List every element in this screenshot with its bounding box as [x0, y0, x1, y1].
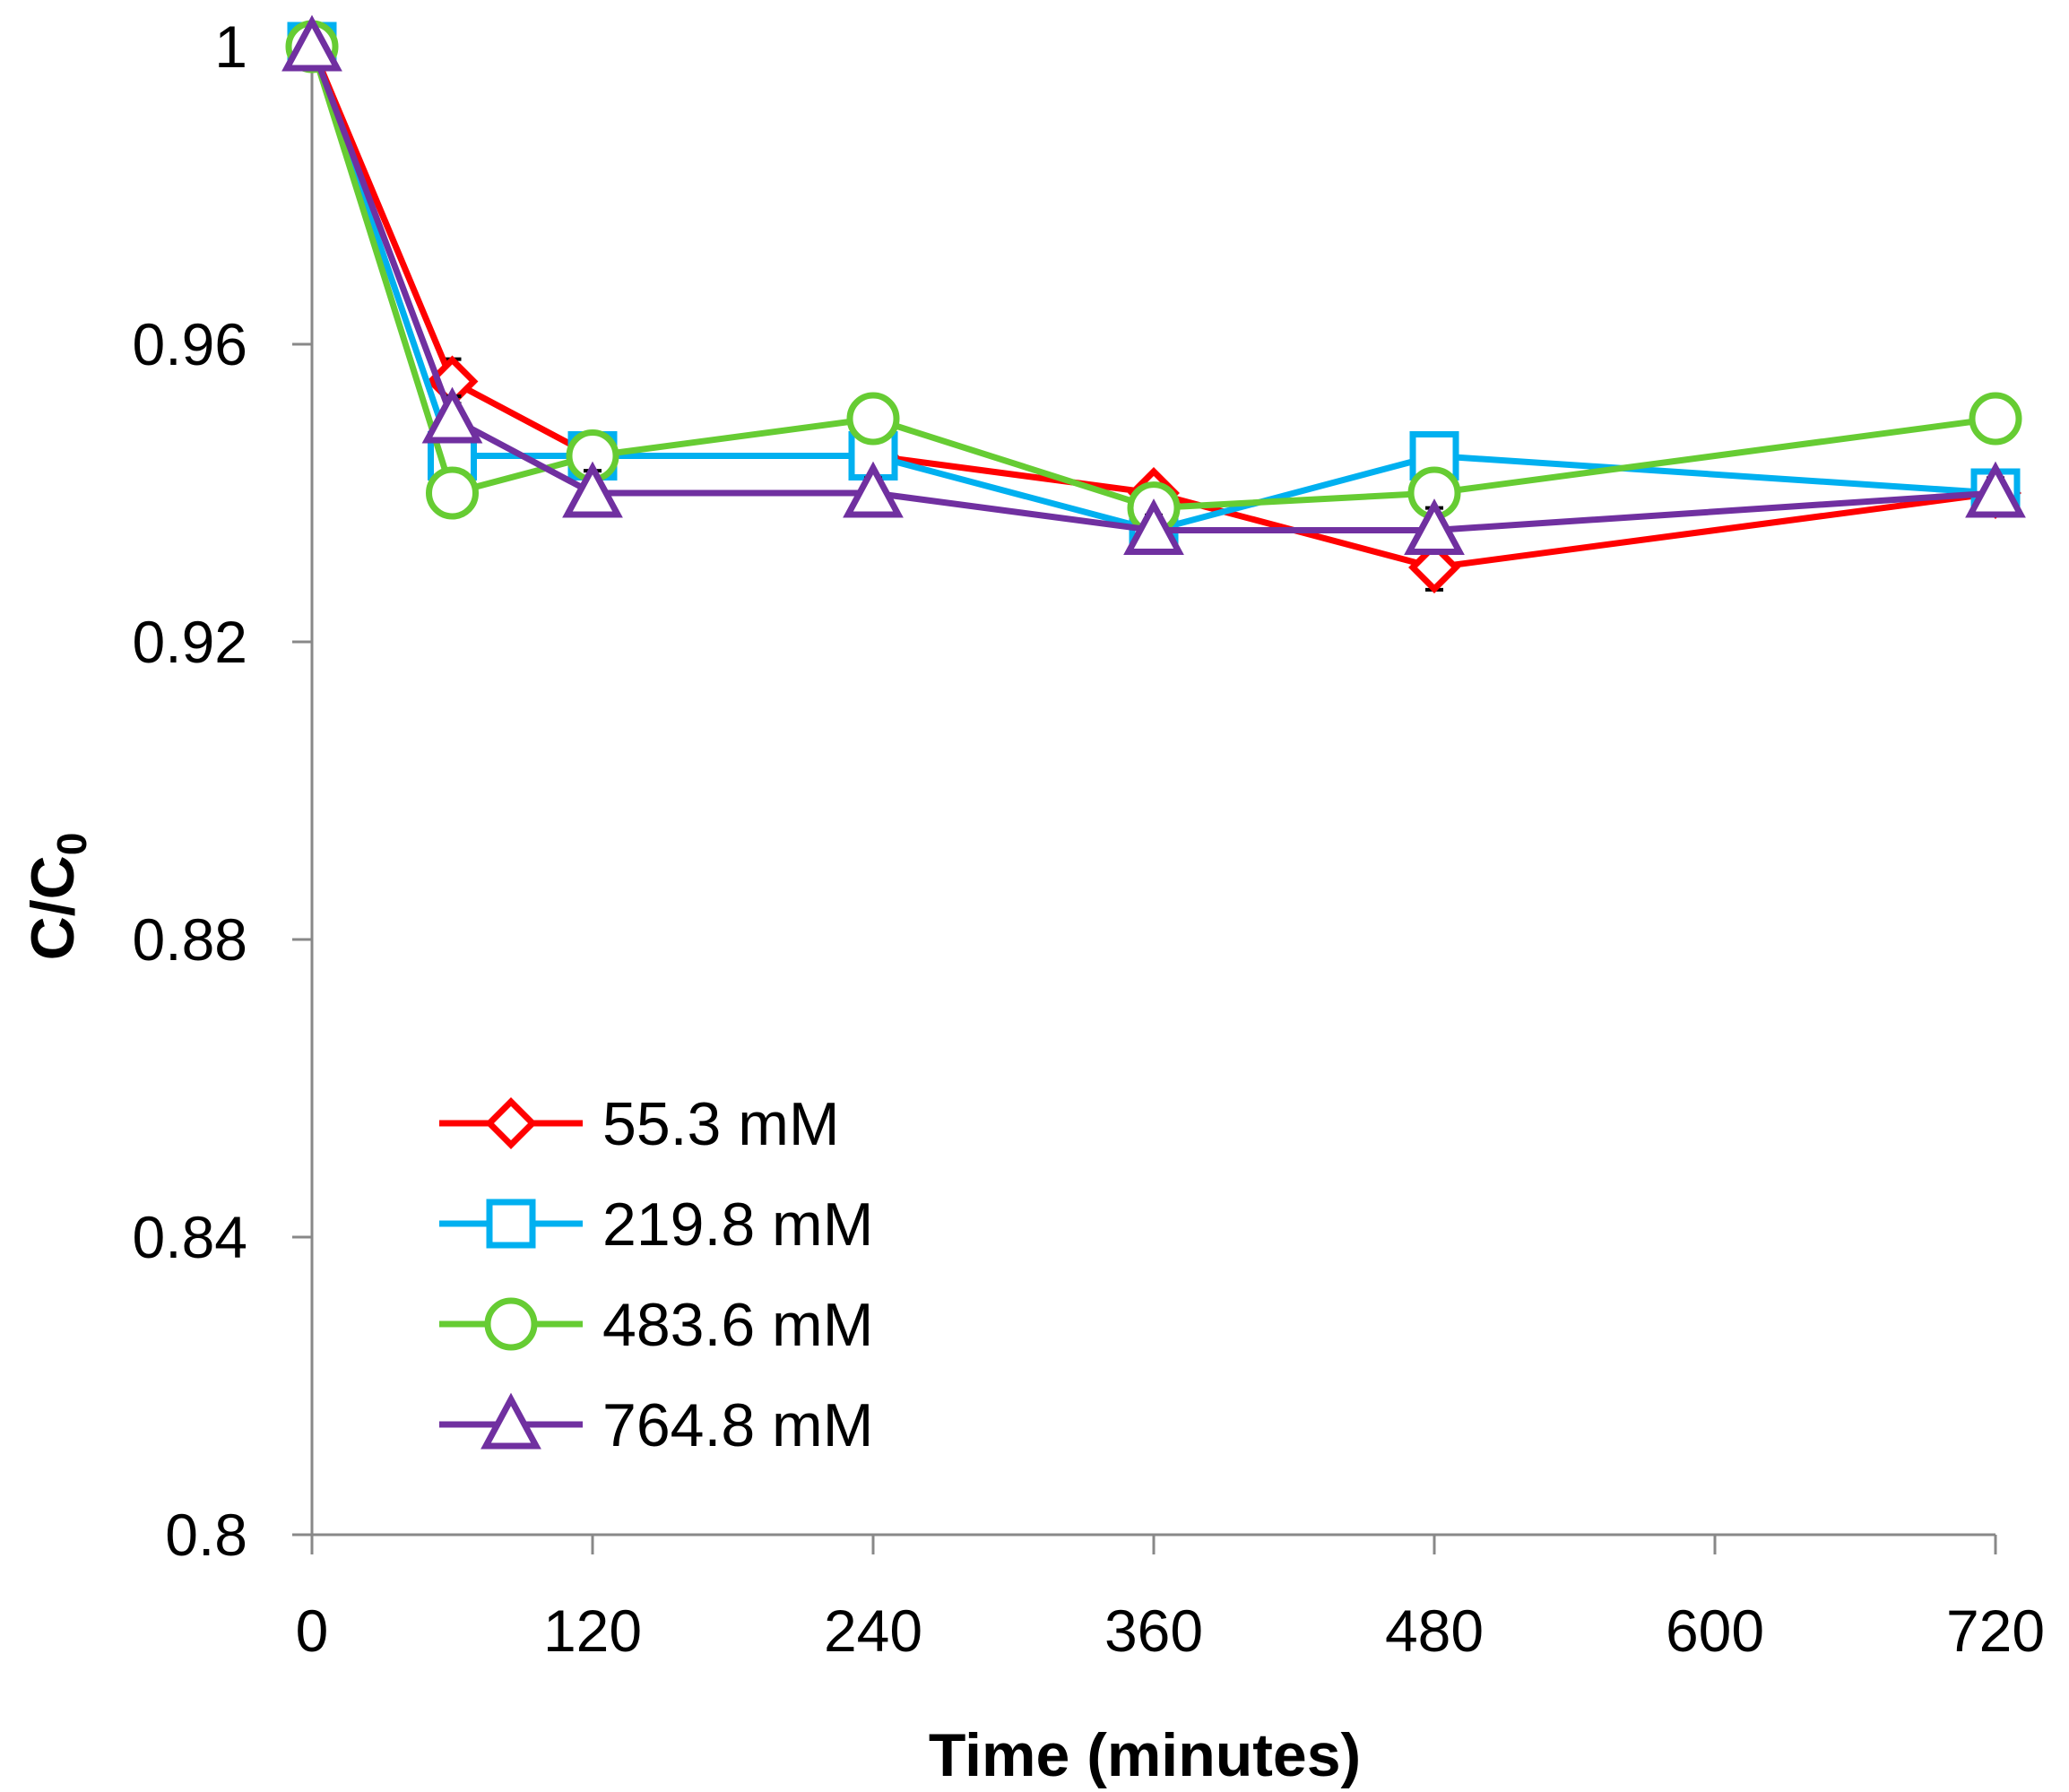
legend-item-0: 55.3 mM [439, 1090, 840, 1158]
legend-label: 55.3 mM [602, 1090, 840, 1158]
data-point [281, 14, 342, 72]
x-tick-label: 600 [1666, 1597, 1764, 1664]
legend-marker [486, 1199, 536, 1249]
legend-label: 483.6 mM [602, 1291, 873, 1359]
data-point [1965, 461, 2026, 518]
data-point [426, 466, 479, 520]
legend-item-3: 764.8 mM [439, 1391, 873, 1459]
legend-item-2: 483.6 mM [439, 1291, 873, 1359]
data-point [843, 461, 904, 518]
data-point [1404, 498, 1465, 555]
axis-titles: Time (minutes) C/C0 [19, 833, 1361, 1789]
data-point [1969, 392, 2022, 446]
x-tick-label: 120 [543, 1597, 642, 1664]
y-tick-label: 0.8 [165, 1502, 247, 1568]
y-tick-label: 0.88 [133, 906, 247, 973]
series-3 [281, 14, 2026, 555]
axes: 0.8 0.84 0.88 0.92 0.96 1 0 120 240 360 480 600 720 [133, 13, 2046, 1664]
y-axis-title-group: C/C0 [19, 833, 95, 961]
data-point [1408, 541, 1460, 593]
legend-marker [480, 1392, 541, 1450]
series-2 [285, 20, 2022, 535]
x-tick-label: 720 [1946, 1597, 2045, 1664]
legend-marker [484, 1297, 538, 1351]
series-layer [281, 14, 2026, 593]
y-tick-label: 0.92 [133, 609, 247, 675]
x-tick-label: 480 [1385, 1597, 1484, 1664]
x-axis-title: Time (minutes) [929, 1721, 1361, 1789]
y-tick-label: 0.84 [133, 1204, 247, 1270]
series-line [308, 45, 1996, 533]
x-tick-label: 0 [296, 1597, 329, 1664]
legend-label: 219.8 mM [602, 1190, 873, 1259]
y-tick-label: 0.96 [133, 311, 247, 377]
y-tick-label: 1 [214, 13, 247, 80]
y-axis-title-subscript: 0 [48, 833, 95, 856]
x-tick-label: 360 [1104, 1597, 1203, 1664]
legend: 55.3 mM 219.8 mM 483.6 mM 764.8 mM [439, 1090, 873, 1459]
x-tick-label: 240 [824, 1597, 922, 1664]
legend-item-1: 219.8 mM [439, 1190, 873, 1259]
y-axis-title: C/C0 [19, 833, 95, 961]
y-axis-title-main: C/C [19, 855, 87, 960]
data-point [846, 392, 900, 446]
legend-marker [485, 1097, 537, 1149]
legend-label: 764.8 mM [602, 1391, 873, 1459]
data-point [562, 461, 623, 518]
data-point [1123, 498, 1184, 555]
data-point [421, 386, 483, 444]
